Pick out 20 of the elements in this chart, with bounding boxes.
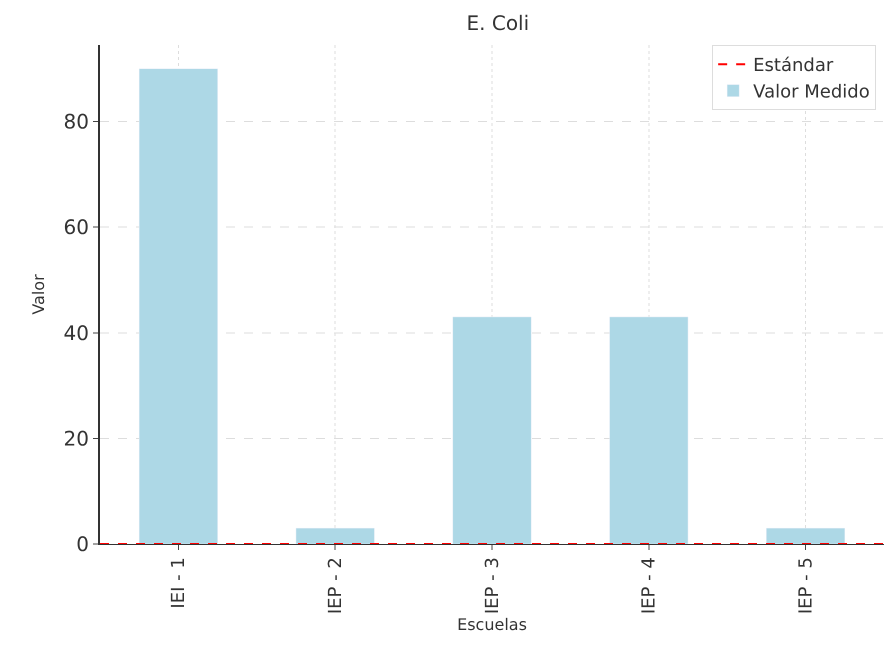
x-tick-label: IEI - 1 bbox=[168, 557, 190, 609]
x-tick-label: IEP - 3 bbox=[482, 557, 503, 614]
y-tick-label: 60 bbox=[64, 215, 89, 240]
x-axis-title: Escuelas bbox=[457, 614, 527, 634]
x-tick-label: IEP - 2 bbox=[325, 557, 346, 614]
bar bbox=[766, 528, 846, 544]
chart-title: E. Coli bbox=[466, 11, 530, 36]
y-tick-label: 80 bbox=[64, 110, 89, 134]
bar bbox=[452, 316, 532, 544]
legend-label: Valor Medido bbox=[753, 82, 870, 103]
y-tick-label: 20 bbox=[64, 426, 89, 450]
y-tick-label: 0 bbox=[76, 532, 89, 556]
bar bbox=[296, 528, 375, 544]
legend-label: Estándar bbox=[753, 55, 834, 76]
y-axis-title: Valor bbox=[28, 274, 48, 315]
x-tick-label: IEP - 4 bbox=[638, 557, 660, 614]
bar bbox=[609, 316, 688, 544]
x-tick-label: IEP - 5 bbox=[795, 557, 816, 614]
bar bbox=[138, 68, 218, 544]
y-tick-label: 40 bbox=[64, 320, 89, 345]
